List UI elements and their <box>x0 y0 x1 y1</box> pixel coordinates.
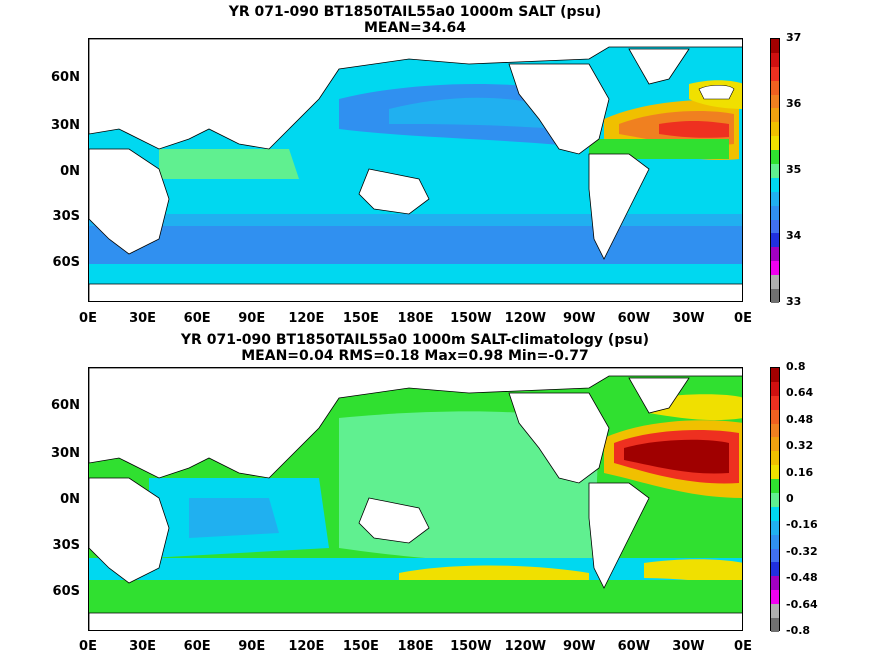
panel1-lon-label: 60E <box>183 311 211 326</box>
panel1-colorbar-label: 35 <box>786 163 802 176</box>
panel1-title: YR 071-090 BT1850TAIL55a0 1000m SALT (ps… <box>228 4 602 20</box>
panel1-colorbar-swatch <box>771 275 779 290</box>
panel2-colorbar-swatch <box>771 534 779 549</box>
panel1-colorbar <box>770 38 780 303</box>
panel2-colorbar-swatch <box>771 576 779 591</box>
panel1-lon-label: 0E <box>734 311 752 326</box>
panel1-colorbar-label: 36 <box>786 97 802 110</box>
panel1-colorbar-swatch <box>771 289 779 303</box>
panel1-colorbar-swatch <box>771 94 779 109</box>
panel2-lat-label: 30N <box>51 446 80 461</box>
panel2-lon-label: 30W <box>672 639 705 654</box>
panel2-colorbar-swatch <box>771 493 779 507</box>
panel2-lon-label: 150W <box>450 639 492 654</box>
panel1-colorbar-swatch <box>771 122 779 137</box>
panel2-lon-label: 60E <box>183 639 211 654</box>
panel2-colorbar-label: 0.48 <box>786 412 814 426</box>
panel2-colorbar-swatch <box>771 437 779 452</box>
panel2-lon-label: 60W <box>617 639 651 654</box>
panel1-colorbar-swatch <box>771 66 779 81</box>
panel1-map <box>88 38 743 302</box>
panel1-lat-label: 30S <box>52 209 80 224</box>
panel1-colorbar-label: 34 <box>786 229 802 242</box>
panel2-colorbar-swatch <box>771 590 779 605</box>
panel2-colorbar-label: 0.8 <box>786 360 806 373</box>
panel2-map <box>88 367 743 631</box>
panel1-lon-label: 90E <box>238 311 266 326</box>
panel2-lon-label: 180E <box>397 639 434 654</box>
panel1-lon-label: 90W <box>563 311 596 326</box>
panel1-colorbar-swatch <box>771 39 779 53</box>
panel1-colorbar-swatch <box>771 219 779 234</box>
panel2-colorbar-label: 0.64 <box>786 386 814 400</box>
panel1-lat-label: 0N <box>60 164 80 179</box>
panel2-colorbar-label: -0.32 <box>786 544 818 558</box>
panel2-lon-label: 150E <box>342 639 379 654</box>
panel2-lon-label: 90E <box>238 639 266 654</box>
panel1-lon-label: 150W <box>450 311 492 326</box>
panel1-colorbar-swatch <box>771 136 779 151</box>
panel2-colorbar-swatch <box>771 409 779 424</box>
panel2-lon-label: 30E <box>129 639 157 654</box>
panel1-lon-label: 150E <box>342 311 379 326</box>
panel2-lat-label: 30S <box>52 538 80 553</box>
panel1-colorbar-swatch <box>771 177 779 192</box>
panel1-colorbar-swatch <box>771 80 779 95</box>
panel2-colorbar-swatch <box>771 604 779 619</box>
panel1-colorbar-label: 37 <box>786 31 802 44</box>
panel2-lon-label: 0E <box>79 639 97 654</box>
panel2-lon-label: 0E <box>734 639 752 654</box>
panel2-colorbar-label: 0 <box>786 492 794 505</box>
panel2-subtitle: MEAN=0.04 RMS=0.18 Max=0.98 Min=-0.77 <box>241 348 589 364</box>
panel1-lon-label: 120W <box>504 311 547 326</box>
panel2-colorbar-label: -0.16 <box>786 518 818 532</box>
panel1-colorbar-swatch <box>771 108 779 123</box>
panel2-colorbar-swatch <box>771 368 779 382</box>
panel1-colorbar-label: 33 <box>786 295 802 308</box>
panel2-colorbar-swatch <box>771 548 779 563</box>
panel1-colorbar-swatch <box>771 261 779 276</box>
panel2-colorbar-swatch <box>771 395 779 410</box>
panel2-colorbar <box>770 367 780 632</box>
panel2-lon-label: 90W <box>563 639 596 654</box>
panel2-colorbar-label: -0.8 <box>786 624 811 637</box>
panel1-lon-label: 30E <box>129 311 157 326</box>
panel2-colorbar-label: -0.64 <box>786 597 818 611</box>
panel1-lat-label: 30N <box>51 118 80 133</box>
panel1-colorbar-swatch <box>771 205 779 220</box>
panel2-colorbar-swatch <box>771 506 779 521</box>
panel1-colorbar-swatch <box>771 247 779 262</box>
panel2-lon-label: 120E <box>288 639 325 654</box>
panel1-lat-label: 60N <box>51 70 80 85</box>
panel2-colorbar-swatch <box>771 381 779 396</box>
panel1-lon-label: 0E <box>79 311 97 326</box>
panel1-subtitle: MEAN=34.64 <box>363 20 467 36</box>
panel2-colorbar-swatch <box>771 618 779 632</box>
panel1-lon-label: 180E <box>397 311 434 326</box>
panel1-colorbar-swatch <box>771 164 779 178</box>
panel2-lat-label: 60N <box>51 398 80 413</box>
panel1-colorbar-swatch <box>771 191 779 206</box>
panel2-colorbar-swatch <box>771 479 779 494</box>
panel2-colorbar-swatch <box>771 451 779 466</box>
panel2-colorbar-swatch <box>771 423 779 438</box>
panel2-lat-label: 60S <box>52 584 80 599</box>
panel1-lon-label: 30W <box>672 311 705 326</box>
panel1-colorbar-swatch <box>771 233 779 248</box>
panel2-colorbar-label: -0.48 <box>786 571 818 585</box>
panel2-colorbar-swatch <box>771 465 779 480</box>
panel2-colorbar-label: 0.16 <box>786 465 814 479</box>
panel2-colorbar-swatch <box>771 520 779 535</box>
panel2-lon-label: 120W <box>504 639 547 654</box>
panel1-colorbar-swatch <box>771 150 779 165</box>
panel1-lat-label: 60S <box>52 255 80 270</box>
panel1-colorbar-swatch <box>771 52 779 67</box>
panel2-title: YR 071-090 BT1850TAIL55a0 1000m SALT-cli… <box>180 332 650 348</box>
panel1-lon-label: 60W <box>617 311 651 326</box>
panel2-colorbar-swatch <box>771 562 779 577</box>
panel1-lon-label: 120E <box>288 311 325 326</box>
panel2-lat-label: 0N <box>60 492 80 507</box>
panel2-colorbar-label: 0.32 <box>786 439 814 453</box>
